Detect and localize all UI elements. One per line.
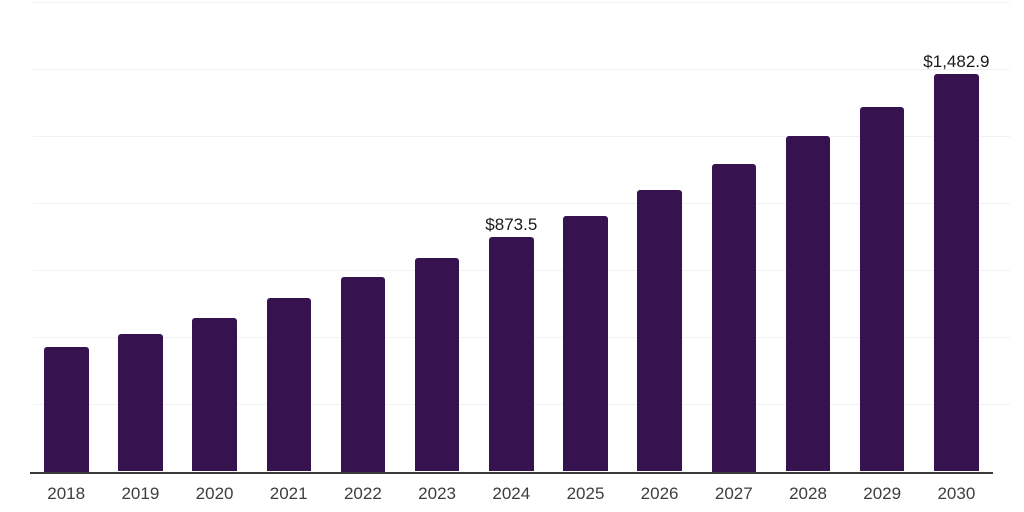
bar-2020	[192, 317, 237, 472]
bar-2028	[785, 136, 831, 472]
x-axis-line	[30, 471, 993, 474]
gridline-1000	[33, 203, 1010, 205]
x-tick-label-2022: 2022	[343, 484, 382, 503]
x-tick-label-2026: 2026	[640, 484, 679, 503]
bar-2022	[340, 277, 386, 472]
x-tick-label-2024: 2024	[492, 484, 531, 503]
x-tick-label-2019: 2019	[121, 484, 160, 503]
gridline-1500	[33, 69, 1010, 71]
gridline-1750	[33, 2, 1010, 3]
x-tick-label-2029: 2029	[863, 484, 902, 503]
x-tick-label-2023: 2023	[418, 484, 456, 503]
bar-2026	[637, 190, 682, 472]
value-label-2030: $1,482.9	[923, 51, 990, 71]
value-label-2024: $873.5	[485, 215, 538, 235]
x-tick-label-2027: 2027	[714, 484, 753, 503]
x-tick-label-2028: 2028	[789, 484, 827, 503]
bar-2024	[489, 237, 534, 472]
bar-2019	[118, 333, 163, 472]
bar-2025	[563, 215, 608, 472]
x-tick-label-2025: 2025	[566, 484, 605, 503]
bar-2029	[859, 107, 905, 472]
bar-2021	[266, 298, 311, 472]
bar-2030	[934, 73, 979, 472]
x-tick-label-2030: 2030	[937, 484, 976, 503]
gridline-1250	[33, 136, 1010, 138]
x-tick-label-2018: 2018	[47, 484, 86, 503]
bar-2018	[44, 347, 89, 472]
bar-2027	[711, 164, 757, 472]
x-tick-label-2020: 2020	[195, 484, 234, 503]
bar-2023	[414, 257, 460, 472]
x-tick-label-2021: 2021	[269, 484, 308, 503]
